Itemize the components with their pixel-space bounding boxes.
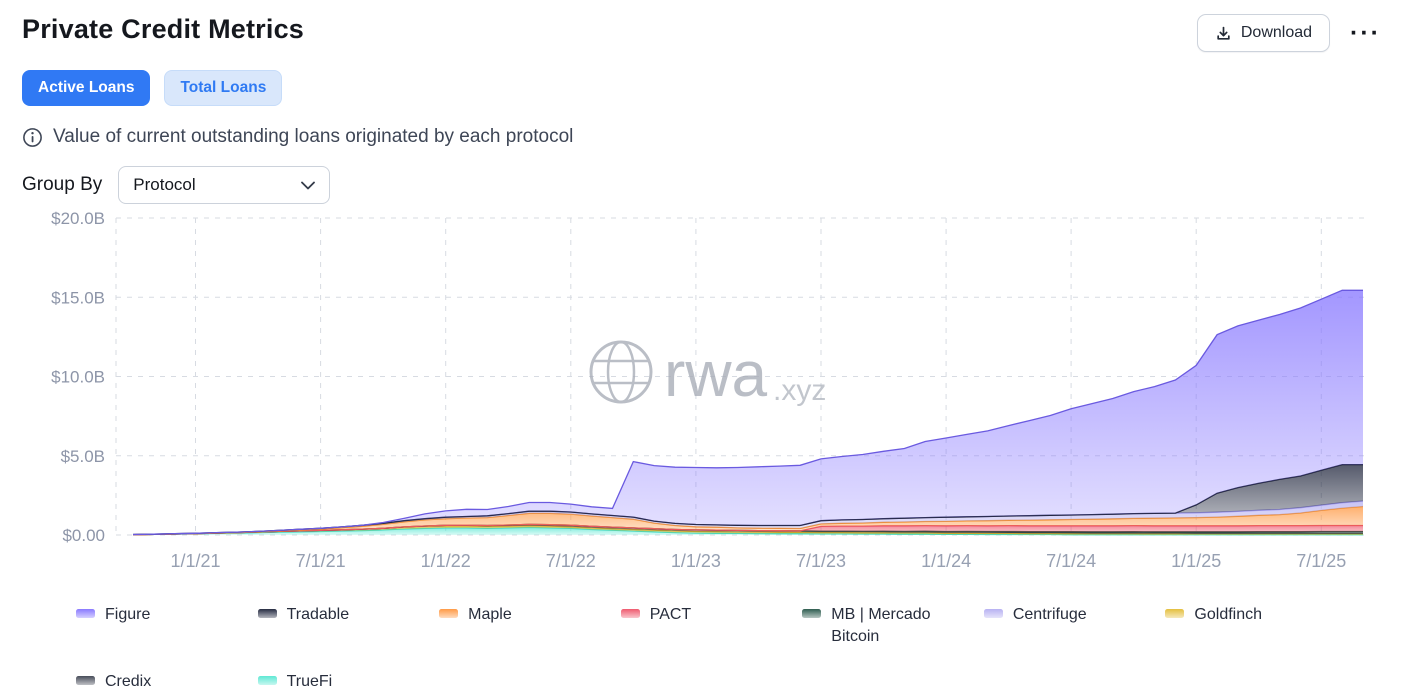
area-figure (133, 290, 1363, 535)
group-by-value: Protocol (133, 175, 196, 194)
svg-text:7/1/24: 7/1/24 (1046, 551, 1096, 571)
legend-item-maple[interactable]: Maple (439, 604, 621, 647)
legend-swatch-tradable (257, 609, 277, 618)
legend-label: Figure (105, 606, 151, 623)
svg-text:$20.0B: $20.0B (51, 210, 105, 228)
legend-swatch-truefi (257, 676, 277, 686)
svg-text:rwa: rwa (664, 338, 768, 410)
chart-area: $0.00 $5.0B $10.0B $15.0B $20.0B 1/1/21 7/1/21… (20, 210, 1383, 590)
download-icon (1215, 25, 1232, 42)
tab-total-loans[interactable]: Total Loans (164, 70, 283, 106)
area-centrifuge (133, 501, 1363, 535)
svg-text:7/1/23: 7/1/23 (796, 551, 846, 571)
info-icon[interactable] (22, 127, 43, 148)
loans-tabs: Active Loans Total Loans (22, 70, 1383, 106)
svg-text:$5.0B: $5.0B (61, 447, 105, 466)
rwa-watermark: rwa .xyz (589, 338, 826, 410)
axis-labels: $0.00 $5.0B $10.0B $15.0B $20.0B 1/1/21 7/1/21… (51, 210, 1346, 571)
svg-text:$10.0B: $10.0B (51, 368, 105, 387)
legend-label: TrueFi (286, 673, 333, 690)
svg-text:1/1/25: 1/1/25 (1171, 551, 1221, 571)
more-menu-button[interactable]: ··· (1350, 18, 1381, 47)
group-by-dropdown[interactable]: Protocol (118, 166, 331, 204)
legend-swatch-maple (439, 609, 459, 618)
svg-text:1/1/21: 1/1/21 (170, 551, 220, 571)
svg-text:$15.0B: $15.0B (51, 288, 105, 307)
description-text: Value of current outstanding loans origi… (53, 126, 574, 147)
legend-label: Tradable (286, 606, 350, 623)
legend-label: Credix (105, 673, 152, 690)
svg-text:1/1/24: 1/1/24 (921, 551, 971, 571)
legend-swatch-mb-mercado-bitcoin (802, 609, 822, 618)
description-row: Value of current outstanding loans origi… (22, 126, 1383, 148)
area-goldfinch (133, 525, 1363, 535)
legend-label: Goldfinch (1194, 606, 1263, 623)
svg-text:7/1/25: 7/1/25 (1296, 551, 1346, 571)
stacked-area-chart: $0.00 $5.0B $10.0B $15.0B $20.0B 1/1/21 7/1/21… (51, 210, 1366, 571)
svg-text:.xyz: .xyz (773, 374, 826, 407)
area-maple (133, 506, 1363, 535)
download-label: Download (1240, 24, 1313, 41)
legend-swatch-figure (76, 609, 95, 618)
svg-text:1/1/23: 1/1/23 (671, 551, 721, 571)
boundary-figure (132, 289, 1363, 536)
legend-item-truefi[interactable]: TrueFi (257, 671, 440, 690)
legend-swatch-pact (620, 609, 640, 618)
legend-label: Centrifuge (1012, 606, 1087, 623)
download-button[interactable]: Download (1196, 14, 1331, 52)
group-by-label: Group By (22, 174, 103, 195)
svg-text:$0.00: $0.00 (62, 526, 105, 545)
legend-item-pact[interactable]: PACT (620, 604, 803, 647)
legend-item-centrifuge[interactable]: Centrifuge (983, 604, 1166, 647)
legend-label: PACT (649, 606, 692, 623)
legend-label: Maple (468, 606, 512, 623)
legend-swatch-centrifuge (983, 609, 1003, 618)
legend-item-credix[interactable]: Credix (76, 671, 258, 690)
chart-legend: Figure Tradable Maple PACT MB | Mercado Bitc… (76, 604, 1347, 690)
page-title: Private Credit Metrics (22, 14, 305, 44)
svg-text:7/1/21: 7/1/21 (296, 551, 346, 571)
svg-text:1/1/22: 1/1/22 (421, 551, 471, 571)
legend-item-tradable[interactable]: Tradable (257, 604, 440, 647)
svg-text:7/1/22: 7/1/22 (546, 551, 596, 571)
tab-active-loans[interactable]: Active Loans (22, 70, 151, 106)
header-actions: Download ··· (1196, 14, 1383, 52)
area-truefi (133, 527, 1363, 535)
legend-item-goldfinch[interactable]: Goldfinch (1165, 604, 1347, 647)
legend-swatch-credix (76, 676, 95, 686)
area-pact (133, 524, 1363, 535)
legend-swatch-goldfinch (1165, 609, 1185, 618)
chevron-down-icon (301, 181, 316, 190)
legend-item-mb-mercado-bitcoin[interactable]: MB | Mercado Bitcoin (802, 604, 984, 647)
header: Private Credit Metrics Download ··· (20, 12, 1383, 52)
group-by-row: Group By Protocol (22, 166, 1383, 204)
legend-label: MB | Mercado Bitcoin (831, 606, 931, 645)
legend-item-figure[interactable]: Figure (76, 604, 258, 647)
